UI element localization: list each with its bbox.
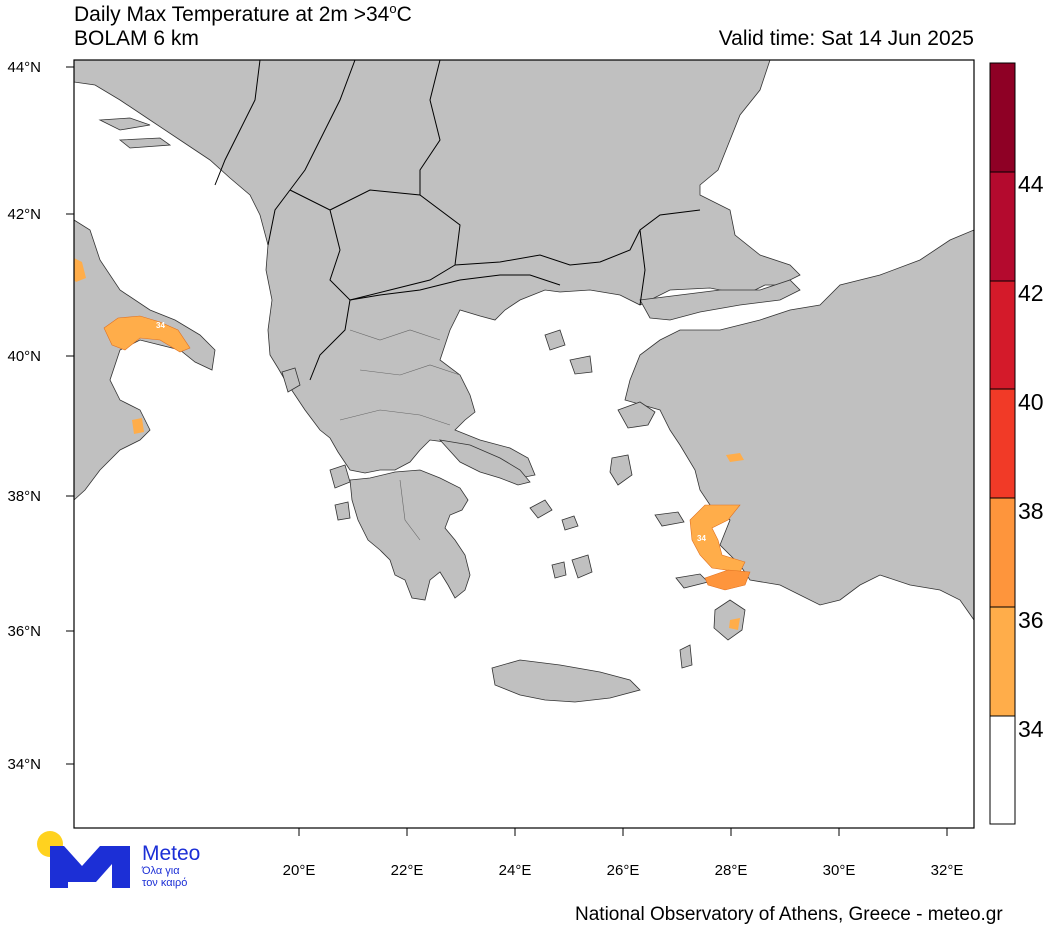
- thasos: [544, 329, 566, 351]
- border-line: [214, 60, 261, 186]
- anatolia: [624, 229, 974, 621]
- national-borders: [214, 60, 701, 381]
- peloponnese: [349, 469, 471, 601]
- longitude-labels: 20°E 22°E 24°E 26°E 28°E 30°E 32°E: [283, 862, 964, 879]
- footer-credit: National Observatory of Athens, Greece -…: [575, 904, 1003, 925]
- contour-label: 34: [156, 321, 165, 330]
- border-line: [419, 60, 441, 195]
- lon-label: 24°E: [499, 862, 532, 879]
- chart-title: Daily Max Temperature at 2m >34oC: [74, 1, 412, 26]
- logo-tagline-1: Όλα για: [141, 865, 180, 877]
- colorbar-tick-label: 36: [1018, 607, 1044, 633]
- colorbar-dividers: [990, 171, 1015, 717]
- colorbar-tick-label: 38: [1018, 498, 1044, 524]
- lon-label: 28°E: [715, 862, 748, 879]
- border-line: [289, 60, 356, 191]
- land-masses: [74, 60, 974, 703]
- logo-brand: Meteo: [142, 842, 200, 865]
- dalmatian-islands: [98, 117, 172, 149]
- model-name: BOLAM 6 km: [74, 27, 199, 50]
- regional-borders: [339, 329, 461, 541]
- region-line: [349, 329, 441, 341]
- lat-label: 34°N: [7, 756, 41, 773]
- temp-area-calabria: [132, 418, 144, 434]
- temp-area-bodrum: [704, 569, 751, 591]
- paros: [551, 561, 567, 579]
- kefalonia: [329, 464, 351, 489]
- m-letter-icon: [50, 846, 130, 888]
- border-line: [639, 229, 646, 306]
- karpathos: [679, 644, 693, 669]
- italy-south: [74, 219, 216, 501]
- meteo-logo: Meteo Όλα για τον καιρό: [37, 831, 200, 889]
- region-line: [339, 409, 451, 426]
- temp-area-apulia: [103, 315, 191, 353]
- corfu: [281, 367, 301, 393]
- colorbar-bin-34-36: [990, 607, 1015, 716]
- naxos: [571, 554, 593, 579]
- lon-label: 32°E: [931, 862, 964, 879]
- border-line: [289, 189, 351, 381]
- samos: [654, 511, 685, 527]
- lat-label: 40°N: [7, 348, 41, 365]
- lat-label: 38°N: [7, 488, 41, 505]
- temp-area-izmir: [689, 504, 746, 573]
- longitude-ticks: [298, 828, 948, 836]
- tinos: [561, 515, 579, 531]
- border-line: [454, 209, 701, 266]
- colorbar: 34 36 38 40 42 44: [989, 62, 1044, 825]
- logo-tagline-2: τον καιρό: [142, 877, 187, 889]
- contour-label: 34: [697, 534, 706, 543]
- evia: [438, 439, 531, 486]
- temp-area-rhodes: [729, 618, 740, 630]
- colorbar-frame: [989, 62, 1016, 825]
- lesvos: [617, 401, 656, 429]
- lon-label: 30°E: [823, 862, 856, 879]
- map-area: 34 34: [74, 60, 974, 828]
- temp-area-east-aegean: [726, 453, 744, 462]
- latitude-ticks: [66, 66, 74, 765]
- thrace: [639, 279, 801, 321]
- border-line: [329, 189, 461, 301]
- border-line: [349, 274, 561, 301]
- colorbar-bin-36-38: [990, 498, 1015, 607]
- colorbar-bin-38-40: [990, 389, 1015, 498]
- rhodes: [713, 599, 746, 641]
- colorbar-tick-label: 34: [1018, 716, 1044, 742]
- zakynthos: [334, 501, 351, 521]
- map-frame: [73, 59, 975, 829]
- latitude-labels: 44°N 42°N 40°N 38°N 36°N 34°N: [7, 59, 41, 773]
- lon-label: 26°E: [607, 862, 640, 879]
- lon-label: 22°E: [391, 862, 424, 879]
- valid-time: Valid time: Sat 14 Jun 2025: [718, 27, 974, 50]
- colorbar-tick-label: 44: [1018, 171, 1044, 197]
- temperature-contours: 34 34: [74, 258, 751, 630]
- lon-label: 20°E: [283, 862, 316, 879]
- chios: [609, 454, 633, 486]
- region-line: [399, 479, 421, 541]
- colorbar-tick-label: 40: [1018, 389, 1044, 415]
- lat-label: 42°N: [7, 206, 41, 223]
- colorbar-bin-44plus: [990, 63, 1015, 172]
- lat-label: 44°N: [7, 59, 41, 76]
- lat-label: 36°N: [7, 623, 41, 640]
- colorbar-tick-label: 42: [1018, 280, 1044, 306]
- limnos: [569, 355, 593, 375]
- colorbar-bin-42-44: [990, 172, 1015, 281]
- region-line: [359, 364, 461, 376]
- andros: [529, 499, 553, 519]
- temp-area-italy-west: [74, 258, 86, 282]
- colorbar-bin-below: [990, 716, 1015, 824]
- colorbar-labels: 34 36 38 40 42 44: [1018, 171, 1044, 742]
- colorbar-bin-40-42: [990, 281, 1015, 389]
- border-line: [267, 189, 291, 246]
- crete: [491, 659, 641, 703]
